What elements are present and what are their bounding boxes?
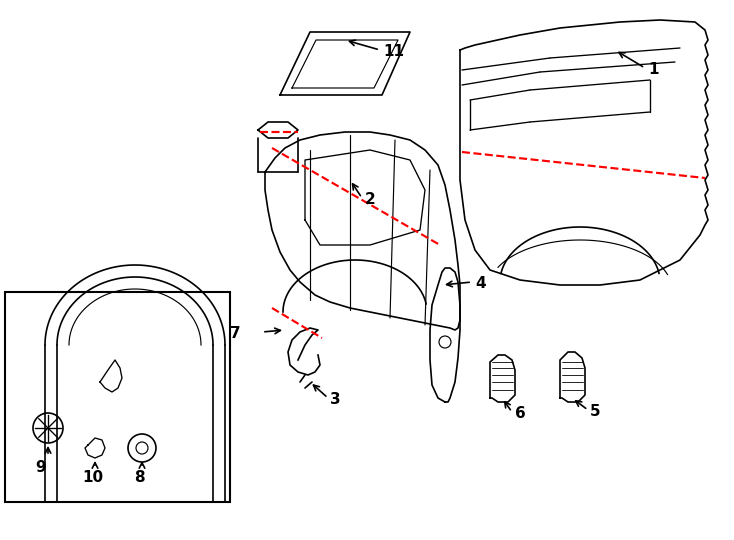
Text: 4: 4 [475, 276, 486, 292]
Text: 5: 5 [590, 404, 600, 420]
Text: 3: 3 [330, 393, 341, 408]
Text: 11: 11 [383, 44, 404, 59]
Bar [5, 292, 230, 502]
Text: 6: 6 [515, 407, 526, 422]
Text: 2: 2 [365, 192, 376, 207]
Text: 1: 1 [648, 63, 658, 78]
Text: 10: 10 [82, 470, 103, 485]
Text: 9: 9 [35, 461, 46, 476]
Text: 7: 7 [230, 327, 241, 341]
Text: 8: 8 [134, 470, 145, 485]
